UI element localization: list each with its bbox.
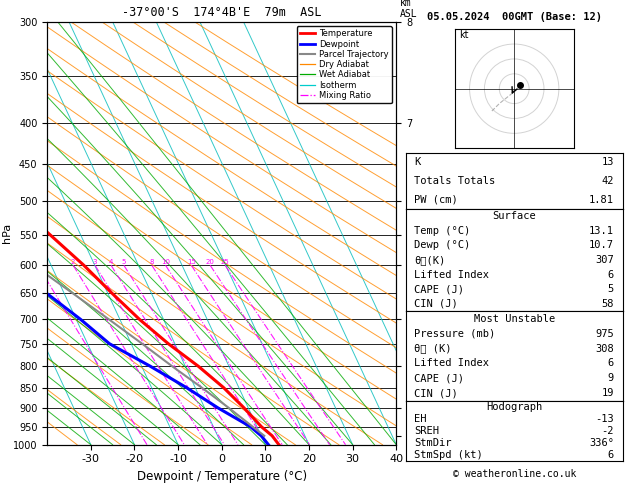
Text: CIN (J): CIN (J) <box>415 299 458 309</box>
Text: StmDir: StmDir <box>415 438 452 448</box>
Text: 307: 307 <box>595 255 614 265</box>
Title: -37°00'S  174°4B'E  79m  ASL: -37°00'S 174°4B'E 79m ASL <box>122 6 321 19</box>
Text: Temp (°C): Temp (°C) <box>415 226 470 236</box>
Y-axis label: hPa: hPa <box>1 223 11 243</box>
Text: Most Unstable: Most Unstable <box>474 313 555 324</box>
Text: SREH: SREH <box>415 426 440 436</box>
Text: 10: 10 <box>161 260 170 265</box>
Text: 5: 5 <box>121 260 126 265</box>
Text: 2: 2 <box>71 260 75 265</box>
Text: 6: 6 <box>608 450 614 460</box>
Text: CAPE (J): CAPE (J) <box>415 373 464 383</box>
Y-axis label: Mixing Ratio (g/kg): Mixing Ratio (g/kg) <box>430 187 439 279</box>
Text: 13.1: 13.1 <box>589 226 614 236</box>
Text: 308: 308 <box>595 344 614 353</box>
Text: 58: 58 <box>601 299 614 309</box>
Text: θᴄ(K): θᴄ(K) <box>415 255 445 265</box>
Text: K: K <box>415 157 421 167</box>
Text: Hodograph: Hodograph <box>486 402 542 412</box>
Text: Dewp (°C): Dewp (°C) <box>415 241 470 250</box>
Text: Pressure (mb): Pressure (mb) <box>415 329 496 339</box>
Text: 3: 3 <box>92 260 97 265</box>
Text: km
ASL: km ASL <box>399 0 417 19</box>
Text: 10.7: 10.7 <box>589 241 614 250</box>
Text: 19: 19 <box>601 388 614 399</box>
X-axis label: Dewpoint / Temperature (°C): Dewpoint / Temperature (°C) <box>136 470 307 483</box>
Text: 9: 9 <box>608 373 614 383</box>
Text: 20: 20 <box>206 260 214 265</box>
Text: -13: -13 <box>595 414 614 424</box>
Text: θᴄ (K): θᴄ (K) <box>415 344 452 353</box>
Text: kt: kt <box>459 30 469 40</box>
Text: Lifted Index: Lifted Index <box>415 359 489 368</box>
Text: StmSpd (kt): StmSpd (kt) <box>415 450 483 460</box>
Text: 6: 6 <box>608 359 614 368</box>
Text: 975: 975 <box>595 329 614 339</box>
Text: 05.05.2024  00GMT (Base: 12): 05.05.2024 00GMT (Base: 12) <box>427 12 602 22</box>
Text: 15: 15 <box>187 260 196 265</box>
Text: PW (cm): PW (cm) <box>415 195 458 205</box>
Text: 42: 42 <box>601 176 614 186</box>
Text: 13: 13 <box>601 157 614 167</box>
Text: CIN (J): CIN (J) <box>415 388 458 399</box>
Text: Surface: Surface <box>493 211 536 221</box>
Text: Totals Totals: Totals Totals <box>415 176 496 186</box>
Text: 5: 5 <box>608 284 614 294</box>
Text: Lifted Index: Lifted Index <box>415 270 489 279</box>
Text: 4: 4 <box>109 260 113 265</box>
Text: EH: EH <box>415 414 427 424</box>
Text: 336°: 336° <box>589 438 614 448</box>
Text: © weatheronline.co.uk: © weatheronline.co.uk <box>453 469 576 479</box>
Legend: Temperature, Dewpoint, Parcel Trajectory, Dry Adiabat, Wet Adiabat, Isotherm, Mi: Temperature, Dewpoint, Parcel Trajectory… <box>297 26 392 103</box>
Text: 8: 8 <box>150 260 154 265</box>
Text: 25: 25 <box>221 260 230 265</box>
Text: 1.81: 1.81 <box>589 195 614 205</box>
Text: CAPE (J): CAPE (J) <box>415 284 464 294</box>
Text: 6: 6 <box>608 270 614 279</box>
Text: -2: -2 <box>601 426 614 436</box>
